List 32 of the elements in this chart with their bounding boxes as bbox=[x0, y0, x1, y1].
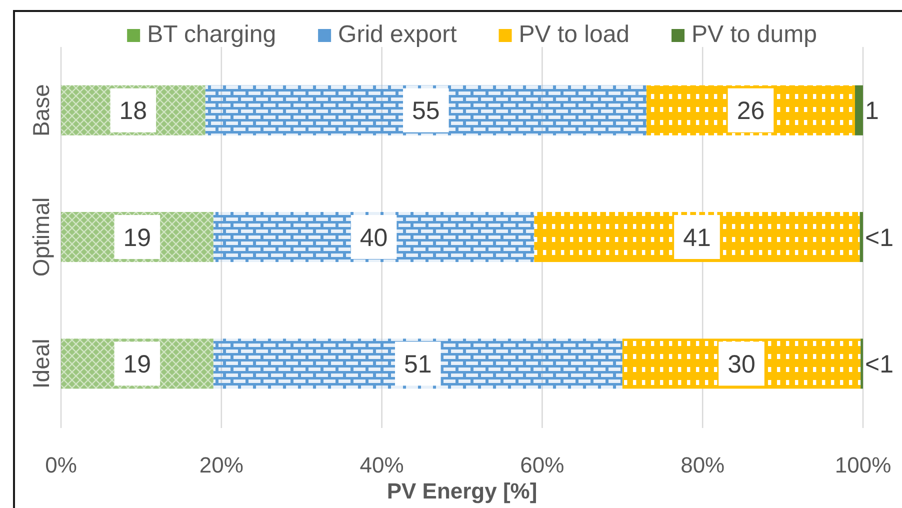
data-label: 26 bbox=[736, 97, 765, 126]
bar bbox=[860, 212, 863, 262]
legend-label: PV to dump bbox=[692, 21, 817, 48]
data-label: 55 bbox=[412, 97, 440, 126]
bar bbox=[213, 212, 534, 262]
data-label: <1 bbox=[865, 224, 894, 252]
x-tick-label: 60% bbox=[520, 452, 564, 478]
x-tick-label: 20% bbox=[199, 452, 244, 478]
data-label: 1 bbox=[865, 97, 879, 126]
x-axis-title: PV Energy [%] bbox=[386, 478, 538, 504]
bar bbox=[205, 85, 646, 136]
legend-label: PV to load bbox=[518, 21, 630, 48]
data-label: 40 bbox=[360, 224, 388, 252]
legend-label: Grid export bbox=[338, 21, 458, 48]
x-tick-label: 40% bbox=[360, 452, 404, 478]
y-tick-label: Optimal bbox=[28, 197, 54, 277]
data-label: 19 bbox=[123, 224, 152, 252]
y-tick-label: Ideal bbox=[28, 338, 54, 389]
x-tick-label: 0% bbox=[45, 452, 77, 478]
x-tick-label: 80% bbox=[680, 452, 725, 478]
bar bbox=[854, 85, 863, 136]
y-tick-label: Base bbox=[28, 84, 54, 137]
data-label: <1 bbox=[865, 350, 894, 378]
data-label: 30 bbox=[728, 350, 756, 378]
bar bbox=[534, 212, 860, 262]
x-tick-label: 100% bbox=[834, 452, 892, 478]
data-label: 41 bbox=[683, 224, 711, 252]
data-label: 18 bbox=[119, 97, 148, 126]
bar bbox=[213, 338, 622, 389]
data-label: 51 bbox=[404, 350, 432, 378]
data-label: 19 bbox=[123, 350, 152, 378]
legend-label: BT charging bbox=[147, 21, 276, 48]
